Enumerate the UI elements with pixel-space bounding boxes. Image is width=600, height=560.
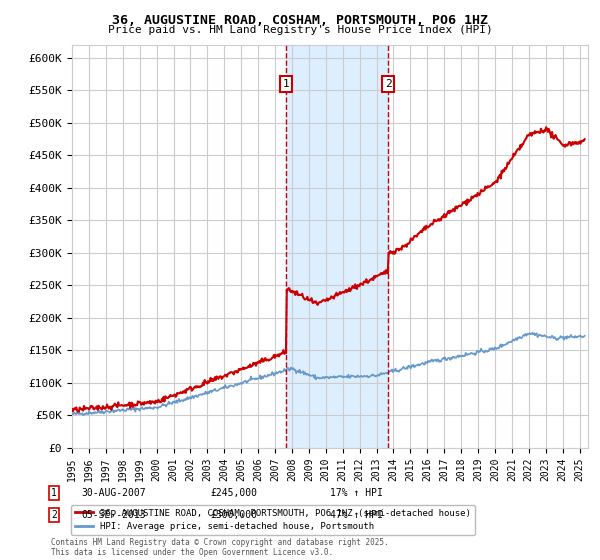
Bar — [286, 45, 388, 448]
Legend: 36, AUGUSTINE ROAD, COSHAM, PORTSMOUTH, PO6 1HZ (semi-detached house), HPI: Aver: 36, AUGUSTINE ROAD, COSHAM, PORTSMOUTH, … — [71, 505, 475, 535]
Text: £245,000: £245,000 — [210, 488, 257, 498]
Text: 05-SEP-2013: 05-SEP-2013 — [81, 510, 146, 520]
Text: 1: 1 — [283, 79, 290, 89]
Text: Price paid vs. HM Land Registry's House Price Index (HPI): Price paid vs. HM Land Registry's House … — [107, 25, 493, 35]
Text: 30-AUG-2007: 30-AUG-2007 — [81, 488, 146, 498]
Text: 2: 2 — [385, 79, 391, 89]
Text: 2: 2 — [51, 510, 57, 520]
Text: 36, AUGUSTINE ROAD, COSHAM, PORTSMOUTH, PO6 1HZ: 36, AUGUSTINE ROAD, COSHAM, PORTSMOUTH, … — [112, 14, 488, 27]
Text: 1: 1 — [51, 488, 57, 498]
Text: 47% ↑ HPI: 47% ↑ HPI — [330, 510, 383, 520]
Text: Contains HM Land Registry data © Crown copyright and database right 2025.
This d: Contains HM Land Registry data © Crown c… — [51, 538, 389, 557]
Text: 17% ↑ HPI: 17% ↑ HPI — [330, 488, 383, 498]
Text: £300,000: £300,000 — [210, 510, 257, 520]
